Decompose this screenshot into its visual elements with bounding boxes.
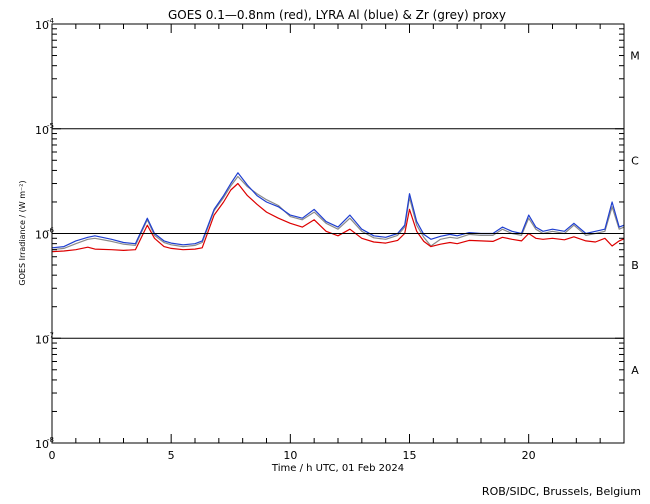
series-0-line bbox=[51, 182, 625, 253]
y-tick-exponent: -6 bbox=[47, 227, 55, 235]
series-layer bbox=[51, 172, 625, 253]
y-tick-label: 10 bbox=[35, 124, 49, 137]
y-axis-ticks: 10-410-510-610-710-8 bbox=[35, 17, 624, 451]
x-tick-label: 15 bbox=[403, 449, 417, 462]
y-tick-exponent: -7 bbox=[47, 331, 54, 339]
x-tick-label: 10 bbox=[283, 449, 297, 462]
y-tick-exponent: -4 bbox=[47, 17, 55, 25]
x-tick-label: 20 bbox=[522, 449, 536, 462]
class-label-A: A bbox=[631, 364, 639, 377]
class-label-B: B bbox=[631, 259, 639, 272]
y-tick-exponent: -8 bbox=[47, 436, 54, 444]
y-tick-label: 10 bbox=[35, 19, 49, 32]
series-1-line bbox=[51, 172, 625, 249]
y-tick-label: 10 bbox=[35, 229, 49, 242]
y-tick-label: 10 bbox=[35, 438, 49, 451]
class-label-C: C bbox=[631, 154, 639, 167]
y-axis-title: GOES Irradiance / (W m⁻²) bbox=[18, 180, 27, 285]
flare-class-labels: M C B A bbox=[630, 50, 640, 377]
series-2-line bbox=[51, 175, 625, 251]
threshold-lines bbox=[52, 128, 624, 339]
chart-title: GOES 0.1—0.8nm (red), LYRA Al (blue) & Z… bbox=[168, 8, 506, 22]
credit-text: ROB/SIDC, Brussels, Belgium bbox=[482, 485, 641, 498]
x-axis-title: Time / h UTC, 01 Feb 2024 bbox=[271, 463, 404, 474]
class-label-M: M bbox=[630, 50, 640, 63]
x-axis-ticks: 0 5 10 15 20 bbox=[49, 24, 625, 462]
y-tick-exponent: -5 bbox=[47, 122, 54, 130]
x-tick-label: 5 bbox=[168, 449, 175, 462]
y-tick-label: 10 bbox=[35, 333, 49, 346]
x-tick-label: 0 bbox=[49, 449, 56, 462]
